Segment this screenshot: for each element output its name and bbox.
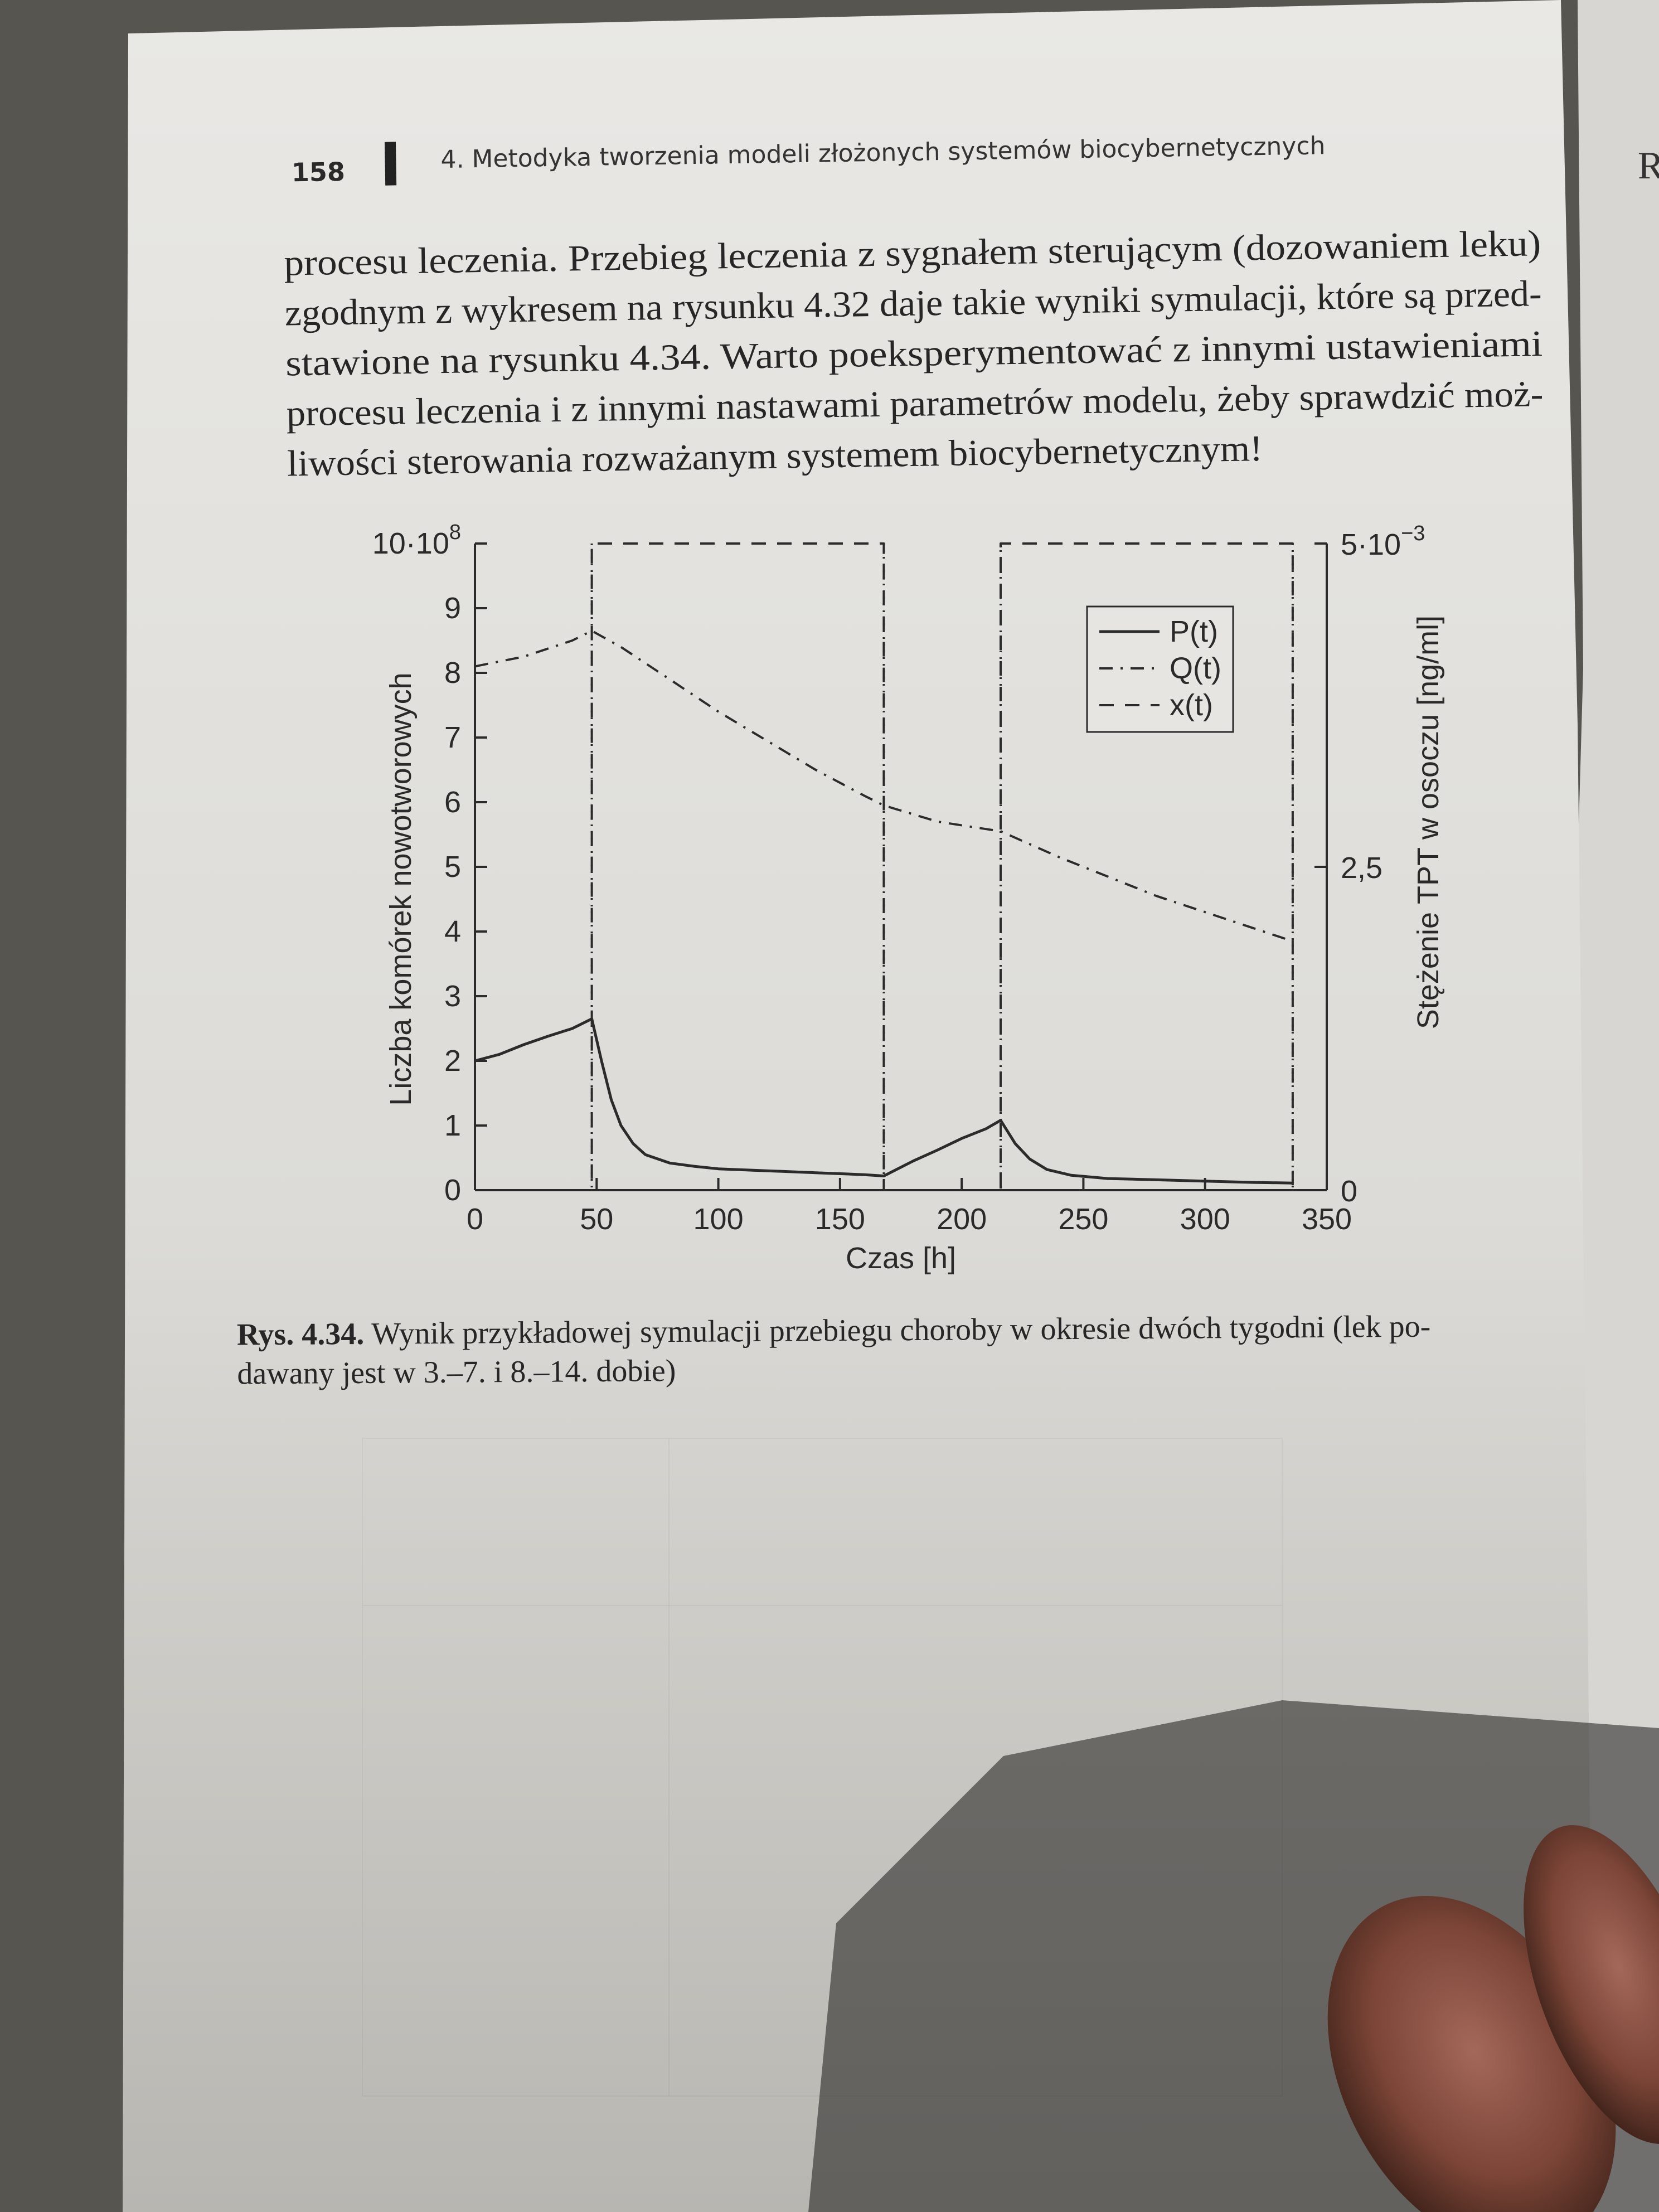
figure-4-34: 0 50 100 150 200 250 300 350012345678910·10802,… xyxy=(372,521,1445,1275)
y-tick-label: 1 xyxy=(444,1109,461,1142)
x-tick-label: 50 xyxy=(580,1202,613,1236)
x-tick-label: 0 xyxy=(467,1202,483,1236)
y2-tick-label: 2,5 xyxy=(1341,851,1382,885)
book-page xyxy=(123,0,1594,2212)
x-tick-label: 350 xyxy=(1302,1202,1352,1236)
y-top-exponent: 8 xyxy=(449,521,461,544)
legend-label: P(t) xyxy=(1170,615,1218,648)
x-tick-label: 150 xyxy=(815,1202,865,1236)
show-through xyxy=(362,1438,1283,2097)
page-number: 158 xyxy=(291,157,345,188)
header-bar xyxy=(384,142,397,186)
y-tick-label: 9 xyxy=(444,591,461,625)
caption-label: Rys. 4.34. xyxy=(237,1317,365,1352)
caption-line-2: dawany jest w 3.–7. i 8.–14. dobie) xyxy=(237,1354,676,1391)
plot-area: 0 50 100 150 200 250 300 350012345678910·10802,… xyxy=(372,521,1425,1236)
y-tick-label: 4 xyxy=(444,915,461,948)
margin-glyph: R xyxy=(1638,144,1659,187)
series-line-solid xyxy=(474,1017,1293,1185)
y-tick-label: 6 xyxy=(444,785,461,819)
x-axis-label: Czas [h] xyxy=(846,1241,956,1275)
y-tick-label: 8 xyxy=(444,656,461,690)
y-tick-label: 5 xyxy=(444,850,461,884)
y2-top-exponent: −3 xyxy=(1401,522,1425,545)
y-tick-label: 0 xyxy=(444,1173,461,1207)
legend-label: Q(t) xyxy=(1170,652,1221,685)
y2-axis-label: Stężenie TPT w osoczu [ng/ml] xyxy=(1411,615,1445,1029)
y-tick-label: 7 xyxy=(444,721,461,754)
x-tick-label: 200 xyxy=(937,1202,987,1236)
x-tick-label: 300 xyxy=(1180,1202,1230,1236)
y-axis-label: Liczba komórek nowotworowych xyxy=(384,672,418,1105)
figure-caption: Rys. 4.34. Wynik przykładowej symulacji … xyxy=(237,1309,1431,1391)
y-top-label: 10·108 xyxy=(372,521,461,560)
y-tick-label: 3 xyxy=(444,979,461,1013)
series-line-dashdot xyxy=(474,629,1293,943)
caption-text: Wynik przykładowej symulacji przebiegu c… xyxy=(371,1309,1431,1351)
x-tick-label: 250 xyxy=(1058,1202,1108,1236)
series-line-dashed xyxy=(475,542,1327,1191)
y-tick-label: 2 xyxy=(444,1044,461,1078)
caption-line-1: Rys. 4.34. Wynik przykładowej symulacji … xyxy=(237,1309,1431,1352)
finger-2 xyxy=(1524,1825,1659,2144)
legend-label: x(t) xyxy=(1170,688,1213,722)
y2-tick-label: 0 xyxy=(1341,1175,1357,1208)
x-tick-label: 100 xyxy=(693,1202,744,1236)
legend: P(t) Q(t)x(t) xyxy=(1086,605,1234,733)
